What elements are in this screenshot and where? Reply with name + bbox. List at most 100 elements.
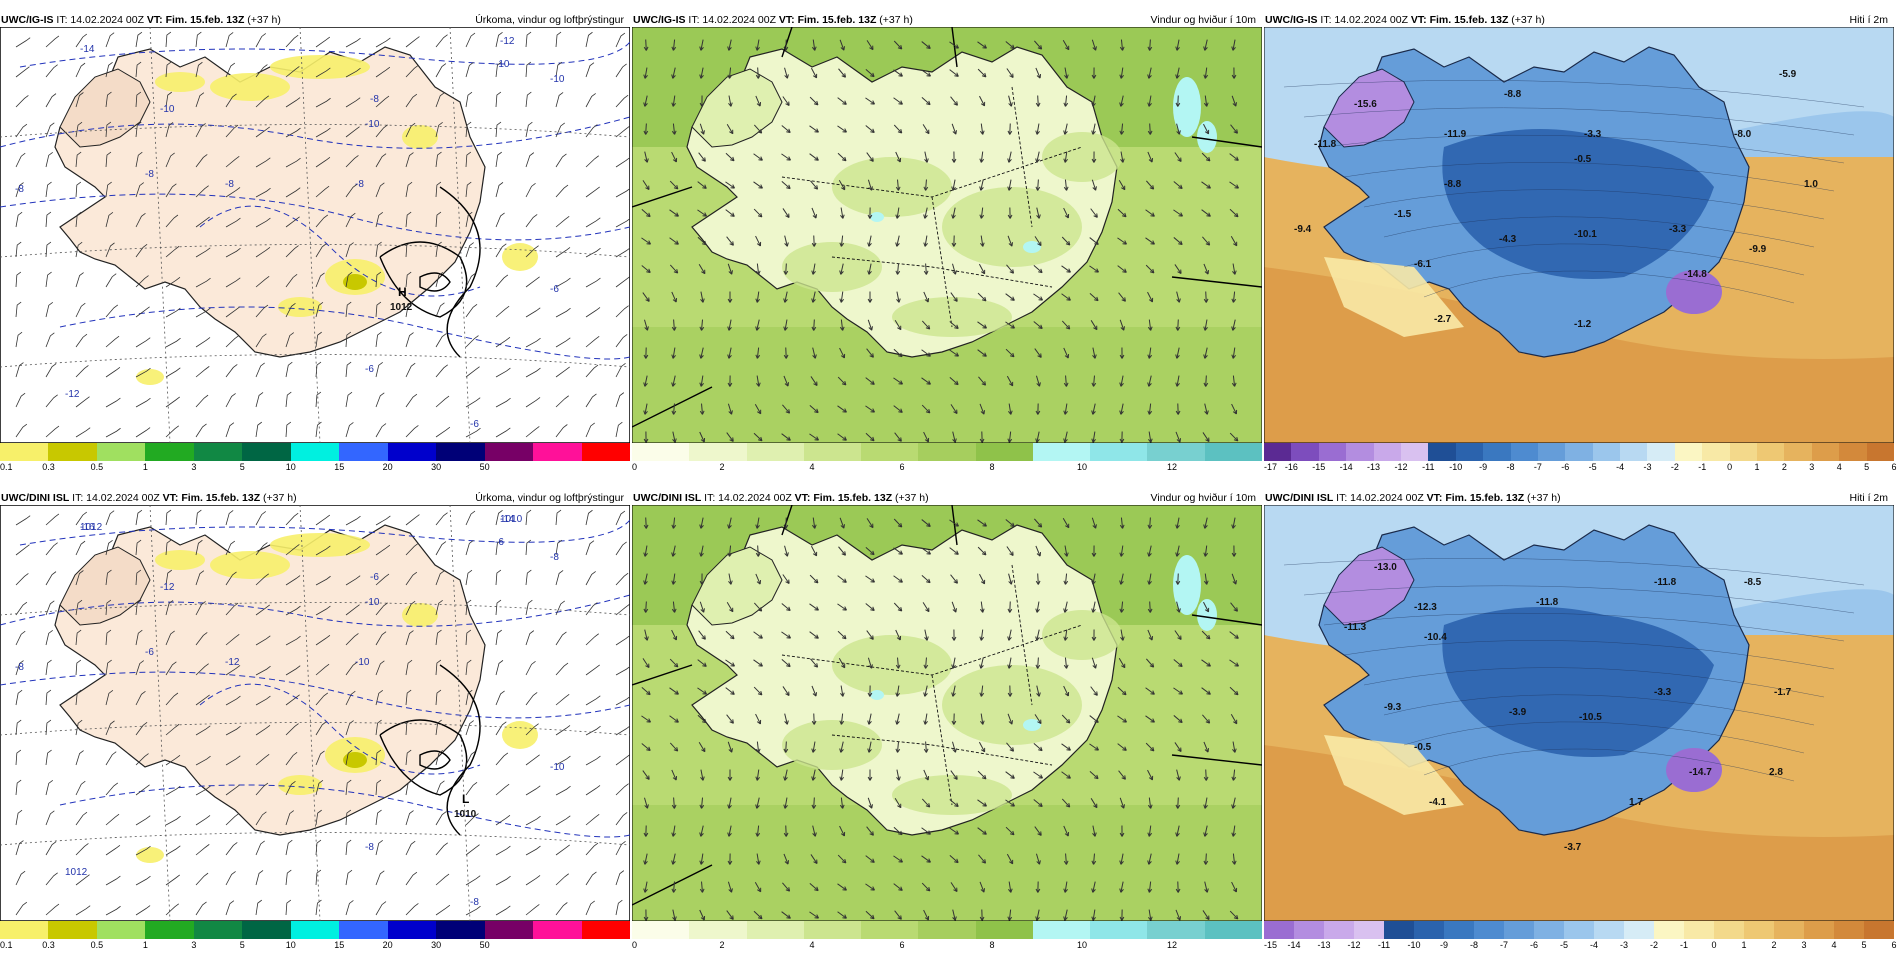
init-time: 14.02.2024 00Z	[70, 14, 144, 26]
scale-swatch	[918, 443, 976, 461]
scale-swatch	[1624, 921, 1654, 939]
map-label: -10.1	[1574, 229, 1597, 240]
panel-precip-dini: UWC/DINI ISL IT: 14.02.2024 00Z VT: Fim.…	[0, 488, 631, 958]
scale-swatch	[1784, 443, 1812, 461]
pressure-center-value: 1012	[390, 302, 413, 313]
scale-swatch	[193, 921, 243, 939]
scale-swatch	[1757, 443, 1785, 461]
scale-swatch	[290, 921, 340, 939]
scale-tick-label: -6	[1561, 462, 1570, 472]
lead-time: (+37 h)	[247, 14, 281, 26]
map-label: -1.5	[1394, 209, 1412, 220]
scale-swatch	[803, 921, 862, 939]
product-name: Hiti í 2m	[1849, 492, 1888, 504]
scale-swatch	[861, 921, 919, 939]
map-label: -8.5	[1744, 577, 1762, 588]
scale-swatch	[339, 443, 388, 461]
scale-swatch	[533, 443, 582, 461]
map-label: 1012	[65, 867, 88, 878]
wind-area	[942, 187, 1082, 267]
scale-swatch	[387, 921, 437, 939]
map-area[interactable]	[632, 505, 1262, 921]
map-area[interactable]: -14 -12 -10 -10 -8 -8 -8 -6 -6 -6 -10 -10 -8 -8 -12 H 10…	[0, 27, 630, 443]
scale-tick-label: -16	[1284, 462, 1298, 472]
init-time: 14.02.2024 00Z	[702, 14, 776, 26]
scale-swatch	[1291, 443, 1319, 461]
westfjords	[1323, 546, 1415, 626]
scale-swatch	[1318, 443, 1347, 461]
temp-isotherms	[1283, 80, 1865, 304]
scale-swatch	[1428, 443, 1456, 461]
map-label: -10	[160, 104, 175, 115]
westfjords	[1323, 68, 1415, 148]
scale-swatch	[145, 443, 194, 461]
scale-tick-label: 50	[479, 940, 490, 950]
scale-tick-label: 0.1	[0, 462, 13, 472]
map-label: -9.3	[1384, 702, 1402, 713]
scale-tick-label: 1	[142, 462, 148, 472]
scale-swatch	[803, 443, 862, 461]
map-label: -11.8	[1314, 139, 1337, 150]
wind-area	[832, 157, 952, 217]
product-name: Vindur og hviður í 10m	[1150, 14, 1256, 26]
precip-area	[270, 55, 370, 79]
precip-area	[210, 551, 290, 579]
scale-tick-label: 30	[431, 940, 442, 950]
model-name: UWC/DINI ISL	[1265, 492, 1334, 504]
scale-tick-label: 0.3	[42, 940, 55, 950]
scale-swatch	[1354, 921, 1384, 939]
scale-tick-label: 5	[1861, 940, 1867, 950]
map-area[interactable]	[632, 27, 1262, 443]
scale-swatch	[1414, 921, 1444, 939]
scale-swatch	[48, 443, 97, 461]
map-label: -6	[470, 419, 479, 430]
panel-title: UWC/DINI ISL IT: 14.02.2024 00Z VT: Fim.…	[633, 492, 1256, 504]
map-label: -4.3	[1499, 234, 1517, 245]
model-name: UWC/DINI ISL	[1, 492, 70, 504]
scale-swatch	[533, 921, 582, 939]
scale-swatch	[484, 921, 534, 939]
scale-tick-label: -2	[1670, 462, 1679, 472]
scale-tick-label: -3	[1643, 462, 1652, 472]
scale-tick-label: -7	[1499, 940, 1509, 950]
scale-tick-label: 3	[1801, 940, 1807, 950]
map-label: -6	[495, 537, 504, 548]
scale-swatch	[1090, 921, 1148, 939]
scale-tick-label: 5	[239, 940, 245, 950]
scale-swatch	[1534, 921, 1564, 939]
scale-tick-label: -4	[1616, 462, 1625, 472]
map-area[interactable]: -16 -14 -12 -10 -8 -12 -10 -10 -8 -8 -6 -8 -6 -6 1012 1…	[0, 505, 630, 921]
scale-tick-label: 6	[899, 940, 905, 950]
wind-area	[782, 242, 882, 292]
scale-tick-label: 8	[989, 940, 995, 950]
scale-swatch	[1564, 921, 1594, 939]
map-area[interactable]: -13.0 -12.3 -11.3 -11.8 -11.8 -8.5 -10.4 -9.3 -3…	[1264, 505, 1894, 921]
scale-tick-label: 20	[382, 462, 393, 472]
gust-area	[1197, 121, 1217, 153]
lead-time: (+37 h)	[879, 14, 913, 26]
map-label: -14	[500, 514, 515, 525]
init-time: 14.02.2024 00Z	[1350, 492, 1424, 504]
map-label: -6	[145, 647, 154, 658]
map-label: -8.0	[1734, 129, 1752, 140]
scale-swatch	[1264, 443, 1292, 461]
scale-swatch	[387, 443, 437, 461]
map-label: -9.4	[1294, 224, 1312, 235]
scale-tick-label: 0.1	[0, 940, 13, 950]
init-time: 14.02.2024 00Z	[1334, 14, 1408, 26]
panel-title: UWC/DINI ISL IT: 14.02.2024 00Z VT: Fim.…	[1, 492, 624, 504]
scale-tick-label: -15	[1312, 462, 1326, 472]
scale-tick-label: 1	[1754, 462, 1760, 472]
product-name: Úrkoma, vindur og loftþrýstingur	[475, 492, 624, 504]
scale-tick-label: 10	[1076, 940, 1088, 950]
isobars	[379, 186, 481, 358]
precip-area	[270, 533, 370, 557]
product-name: Úrkoma, vindur og loftþrýstingur	[475, 14, 624, 26]
scale-swatch	[1204, 443, 1262, 461]
map-area[interactable]: -15.6 -11.9 -11.8 -8.8 -3.3 -5.9 -8.0 -0.5 -8.8 1…	[1264, 27, 1894, 443]
scale-tick-label: 12	[1166, 940, 1178, 950]
precip-area	[136, 847, 164, 863]
scale-tick-label: -13	[1317, 940, 1331, 950]
scale-swatch	[1032, 921, 1091, 939]
gust-area	[1023, 241, 1041, 253]
